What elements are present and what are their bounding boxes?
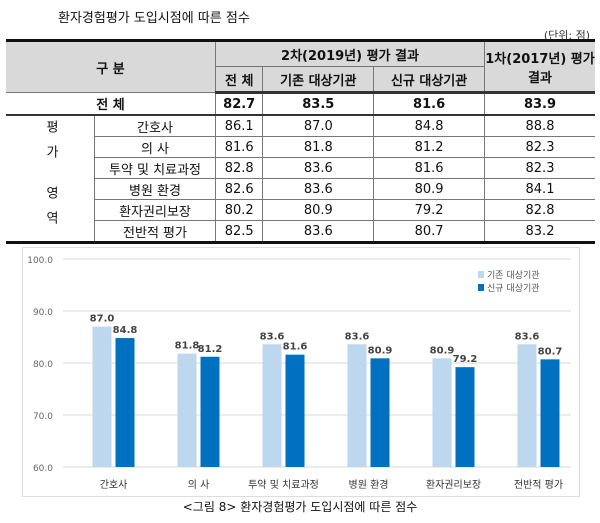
page-title: 환자경험평가 도입시점에 따른 점수 [58, 11, 250, 26]
data-label: 80.9 [430, 345, 455, 356]
total-exist: 83.5 [262, 92, 375, 116]
cell-all: 80.2 [214, 199, 264, 221]
cell-exist: 83.6 [262, 178, 375, 200]
bar-existing [262, 344, 282, 467]
cell-new: 79.2 [373, 199, 485, 221]
cell-all: 81.6 [214, 136, 264, 158]
bar-existing [177, 353, 197, 467]
cell-exist: 80.9 [262, 199, 375, 221]
cell-y2017: 83.2 [484, 220, 595, 243]
unit-label: (단위: 점) [543, 29, 590, 42]
row-label: 투약 및 치료과정 [94, 157, 216, 179]
bar-new [285, 354, 305, 467]
data-label: 79.2 [453, 354, 478, 365]
data-label: 87.0 [90, 314, 115, 325]
y-tick-label: 100.0 [27, 256, 53, 266]
area-label: 평가 영역 [6, 114, 95, 243]
cell-new: 84.8 [373, 114, 485, 137]
bar-existing [347, 344, 367, 467]
cell-new: 81.6 [373, 157, 485, 179]
y-tick-label: 60.0 [33, 464, 53, 474]
table-row: 전반적 평가 82.5 83.6 80.7 83.2 [6, 220, 595, 243]
header-exist: 기존 대상기관 [262, 66, 375, 94]
cell-y2017: 82.8 [484, 199, 595, 221]
x-tick-label: 의 사 [188, 479, 210, 491]
cell-exist: 83.6 [262, 157, 375, 179]
x-tick-label: 병원 환경 [349, 478, 389, 491]
table-row: 의 사 81.6 81.8 81.2 82.3 [6, 136, 595, 158]
bar-existing [432, 358, 452, 467]
header-2017: 1차(2017년) 평가 결과 [484, 40, 595, 94]
legend-swatch [478, 284, 484, 291]
total-label: 전 체 [6, 92, 216, 116]
row-label: 전반적 평가 [94, 220, 216, 243]
cell-new: 81.2 [373, 136, 485, 158]
table-row: 투약 및 치료과정 82.8 83.6 81.6 82.3 [6, 157, 595, 179]
cell-y2017: 82.3 [484, 136, 595, 158]
bar-new [370, 358, 390, 467]
table-row: 병원 환경 82.6 83.6 80.9 84.1 [6, 178, 595, 200]
header-all: 전 체 [214, 66, 264, 94]
x-tick-label: 투약 및 치료과정 [248, 479, 319, 491]
legend-label: 기존 대상기관 [487, 270, 540, 281]
x-tick-label: 간호사 [100, 479, 128, 491]
header-new: 신규 대상기관 [373, 66, 485, 94]
data-label: 80.9 [368, 345, 393, 356]
data-label: 80.7 [538, 346, 563, 357]
header-group: 구 분 [6, 40, 216, 93]
total-new: 81.6 [373, 92, 485, 116]
header-2019: 2차(2019년) 평가 결과 [215, 40, 485, 67]
row-label: 환자권리보장 [94, 199, 216, 221]
cell-exist: 83.6 [262, 220, 375, 243]
cell-exist: 81.8 [262, 136, 375, 158]
figure-caption: <그림 8> 환자경험평가 도입시점에 따른 점수 [182, 500, 418, 514]
cell-new: 80.7 [373, 220, 485, 243]
cell-exist: 87.0 [262, 114, 375, 137]
cell-y2017: 88.8 [484, 114, 595, 137]
total-2017: 83.9 [484, 92, 595, 116]
cell-all: 82.8 [214, 157, 264, 179]
table-row: 환자권리보장 80.2 80.9 79.2 82.8 [6, 199, 595, 221]
cell-new: 80.9 [373, 178, 485, 200]
y-tick-label: 70.0 [33, 412, 53, 422]
row-label: 간호사 [94, 114, 216, 137]
data-label: 81.6 [283, 342, 308, 353]
row-label: 의 사 [94, 136, 216, 158]
cell-all: 82.6 [214, 178, 264, 200]
bar-existing [92, 326, 112, 467]
cell-y2017: 84.1 [484, 178, 595, 200]
bar-new [455, 367, 475, 467]
data-label: 81.2 [198, 344, 223, 355]
bar-new [115, 338, 135, 467]
table-row: 평가 영역 간호사 86.1 87.0 84.8 88.8 [6, 114, 595, 243]
y-tick-label: 90.0 [33, 308, 53, 318]
legend-label: 신규 대상기관 [487, 283, 540, 294]
bar-new [200, 356, 220, 467]
data-label: 81.8 [175, 341, 200, 352]
y-tick-label: 80.0 [33, 360, 53, 370]
bar-chart: 100.0 90.0 80.0 70.0 60.0 87.084.8 간호사 81.881.2… [22, 247, 580, 497]
x-tick-label: 전반적 평가 [514, 479, 563, 491]
data-label: 83.6 [515, 331, 540, 342]
data-label: 84.8 [113, 325, 138, 336]
bar-new [540, 359, 560, 467]
cell-y2017: 82.3 [484, 157, 595, 179]
data-label: 83.6 [345, 331, 370, 342]
cell-all: 82.5 [214, 220, 264, 243]
bar-existing [517, 344, 537, 467]
total-all: 82.7 [214, 92, 264, 116]
row-label: 병원 환경 [94, 178, 216, 200]
score-table: 구 분 2차(2019년) 평가 결과 1차(2017년) 평가 결과 전 체 … [6, 39, 595, 244]
x-tick-label: 환자권리보장 [426, 479, 481, 491]
legend-swatch [478, 271, 484, 278]
data-label: 83.6 [260, 331, 285, 342]
cell-all: 86.1 [214, 114, 264, 137]
